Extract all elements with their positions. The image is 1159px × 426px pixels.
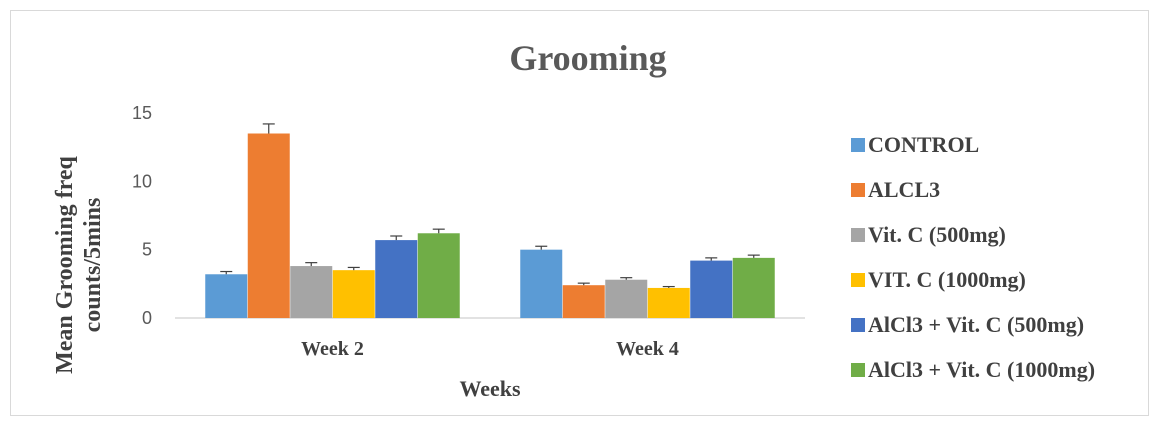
legend-label: ALCL3 [868, 177, 940, 202]
y-axis-title: Mean Grooming freq counts/5mins [52, 155, 106, 373]
bar [732, 257, 775, 318]
bar [332, 270, 375, 318]
bar [562, 285, 605, 318]
bar [247, 133, 290, 318]
legend-swatch [851, 363, 865, 377]
bar [690, 260, 733, 318]
legend: CONTROL ALCL3 Vit. C (500mg) VIT. C (1000mg… [851, 132, 1095, 382]
legend-swatch [851, 183, 865, 197]
legend-swatch [851, 228, 865, 242]
bar [417, 233, 460, 318]
legend-label: CONTROL [868, 132, 979, 157]
legend-swatch [851, 138, 865, 152]
y-axis-title-line: counts/5mins [80, 198, 106, 333]
bar [375, 240, 418, 318]
y-tick-label: 15 [132, 103, 152, 123]
chart-title: Grooming [509, 38, 666, 78]
legend-label: AlCl3 + Vit. C (1000mg) [868, 357, 1095, 382]
bar [205, 274, 248, 318]
legend-label: VIT. C (1000mg) [868, 267, 1026, 292]
bars [205, 123, 775, 318]
legend-swatch [851, 273, 865, 287]
bar [520, 249, 563, 318]
legend-label: AlCl3 + Vit. C (500mg) [868, 312, 1084, 337]
x-category-label: Week 4 [616, 338, 679, 360]
legend-swatch [851, 318, 865, 332]
y-tick-labels: 0 5 10 15 [132, 103, 152, 328]
legend-label: Vit. C (500mg) [868, 222, 1006, 247]
y-tick-label: 0 [142, 308, 152, 328]
y-tick-label: 5 [142, 240, 152, 260]
bar [290, 266, 333, 318]
y-axis-title-line: Mean Grooming freq [52, 155, 78, 373]
y-tick-label: 10 [132, 171, 152, 191]
bar [605, 279, 648, 318]
x-axis-title: Weeks [459, 376, 521, 401]
x-category-labels: Week 2 Week 4 [301, 338, 679, 360]
chart-frame [10, 10, 1149, 416]
bar [647, 287, 690, 318]
x-category-label: Week 2 [301, 338, 364, 360]
